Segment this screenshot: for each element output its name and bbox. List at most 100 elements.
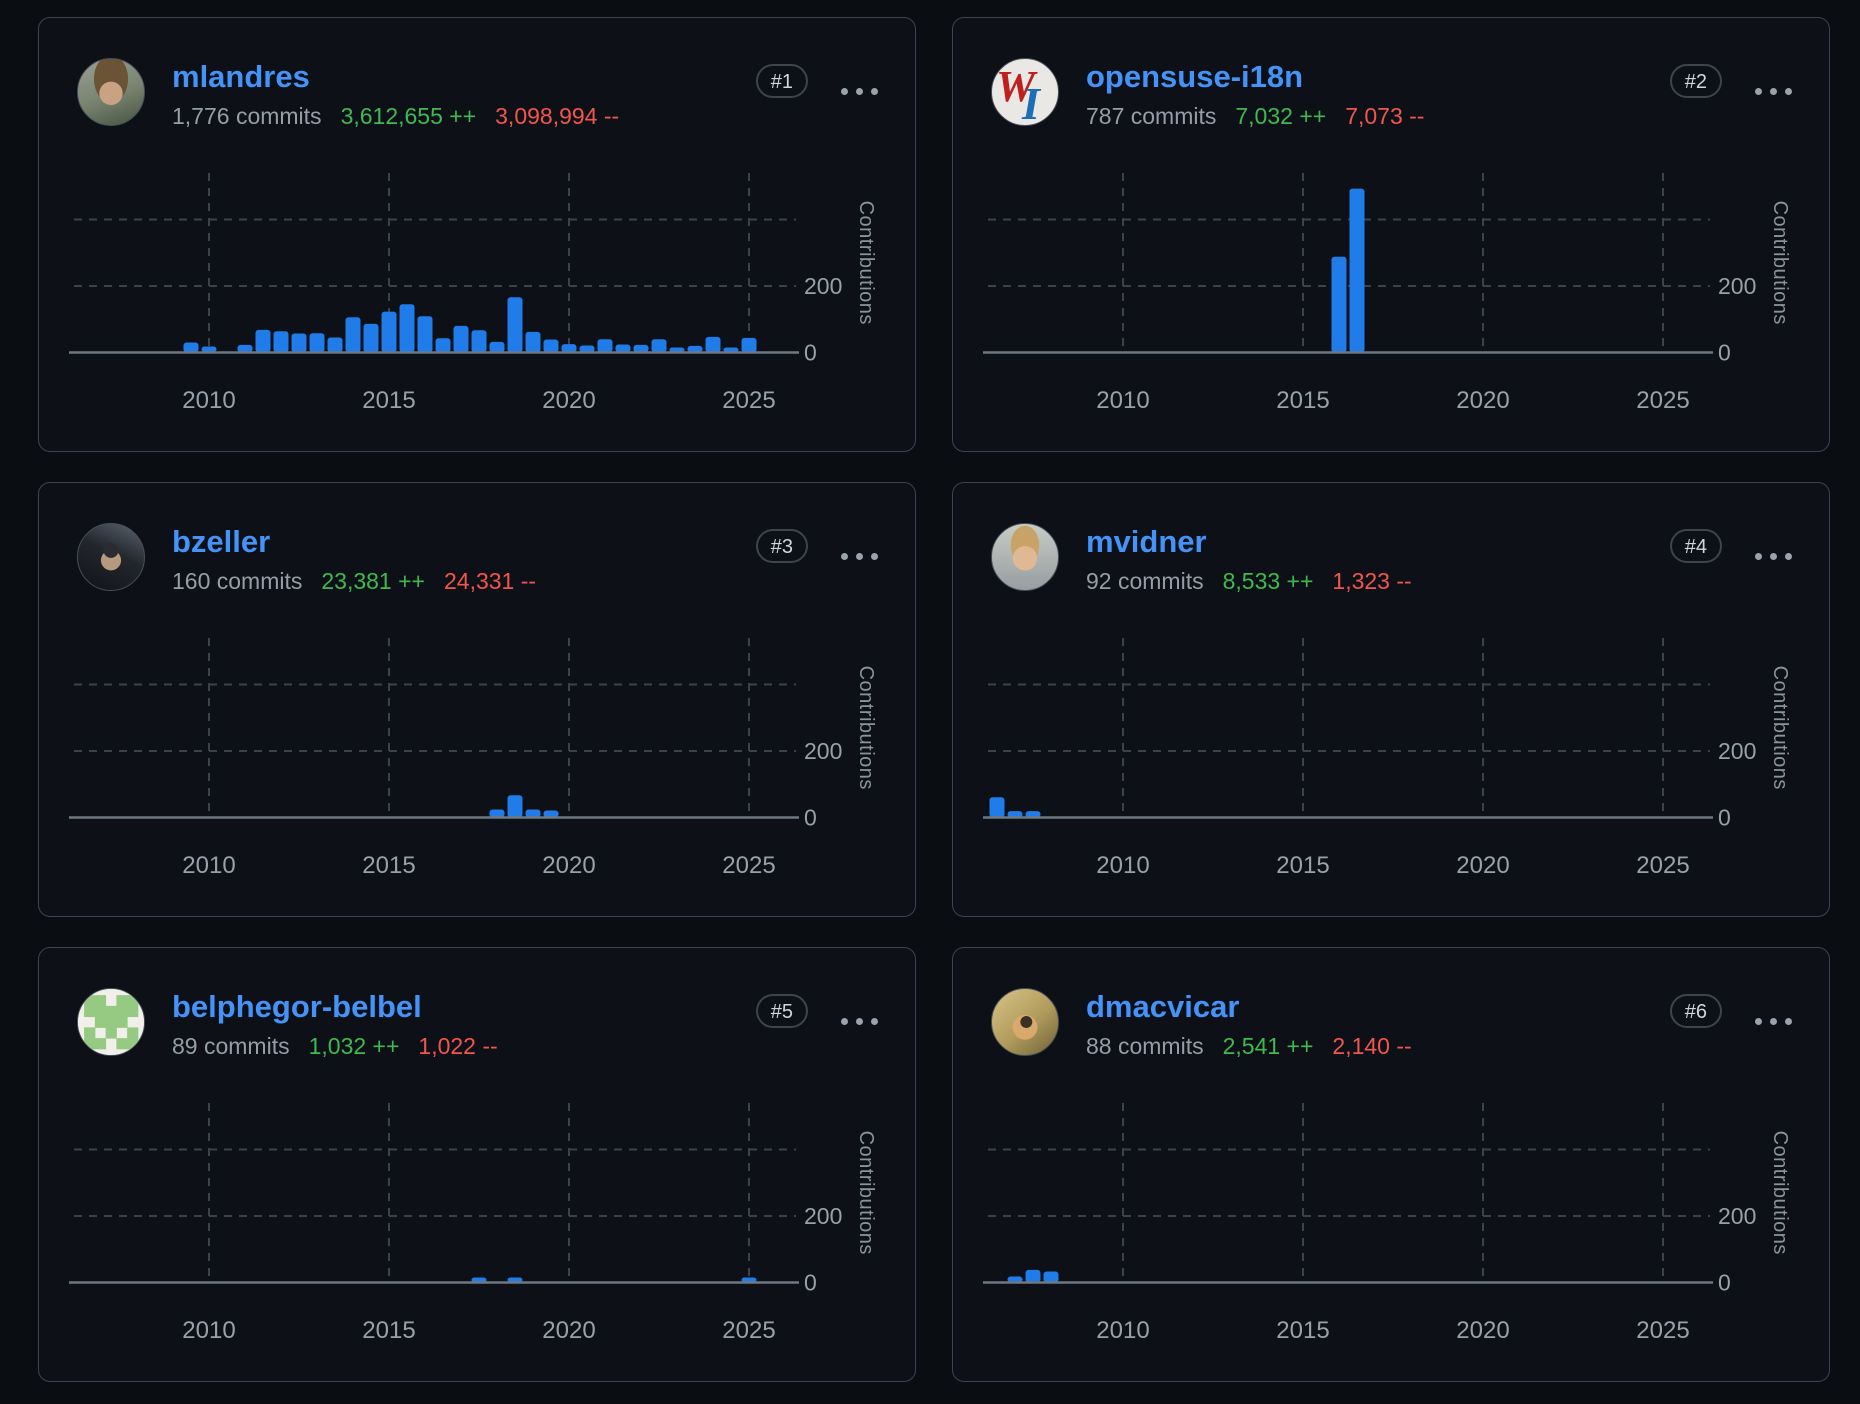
username-link[interactable]: opensuse-i18n: [1086, 59, 1304, 94]
card-menu-button[interactable]: [837, 549, 882, 564]
avatar[interactable]: [77, 523, 145, 591]
svg-text:2020: 2020: [542, 387, 595, 414]
contribution-stats: 92 commits 8,533 ++ 1,323 --: [1086, 568, 1412, 594]
deletions-count: 1,323 --: [1332, 568, 1412, 594]
svg-text:2020: 2020: [1456, 852, 1509, 879]
svg-text:2025: 2025: [722, 1317, 775, 1344]
svg-text:0: 0: [1718, 1270, 1731, 1296]
card-menu-button[interactable]: [837, 1014, 882, 1029]
svg-text:200: 200: [1718, 738, 1756, 764]
contributions-chart: 2010 2015 2020 2025 200 0 Contributions: [69, 173, 877, 414]
svg-text:2010: 2010: [1096, 852, 1149, 879]
deletions-count: 3,098,994 --: [495, 103, 620, 129]
svg-text:2015: 2015: [1276, 1317, 1329, 1344]
avatar[interactable]: [77, 988, 145, 1056]
card-menu-button[interactable]: [1751, 84, 1796, 99]
contributor-card-bzeller: 2010 2015 2020 2025 200 0 Contributions bzelle…: [38, 482, 916, 917]
svg-text:2010: 2010: [182, 852, 235, 879]
svg-text:2015: 2015: [1276, 852, 1329, 879]
kebab-menu-icon: [841, 88, 848, 95]
commit-count: 89 commits: [172, 1033, 290, 1059]
card-menu-button[interactable]: [1751, 1014, 1796, 1029]
avatar[interactable]: [991, 988, 1059, 1056]
svg-text:200: 200: [1718, 1203, 1756, 1229]
svg-text:2015: 2015: [362, 1317, 415, 1344]
svg-text:2025: 2025: [722, 387, 775, 414]
svg-text:2020: 2020: [542, 1317, 595, 1344]
contribution-stats: 89 commits 1,032 ++ 1,022 --: [172, 1033, 498, 1059]
kebab-menu-icon: [1755, 88, 1762, 95]
contributor-info: opensuse-i18n 787 commits 7,032 ++ 7,073…: [1086, 59, 1425, 130]
svg-text:2010: 2010: [182, 1317, 235, 1344]
svg-text:Contributions: Contributions: [855, 1131, 877, 1255]
avatar[interactable]: [77, 58, 145, 126]
svg-text:0: 0: [804, 1270, 817, 1296]
svg-text:2015: 2015: [1276, 387, 1329, 414]
username-link[interactable]: bzeller: [172, 524, 271, 559]
rank-badge: #5: [755, 994, 808, 1028]
contribution-stats: 1,776 commits 3,612,655 ++ 3,098,994 --: [172, 103, 619, 129]
svg-text:2025: 2025: [1636, 1317, 1689, 1344]
rank-badge: #6: [1669, 994, 1722, 1028]
username-link[interactable]: dmacvicar: [1086, 989, 1240, 1024]
svg-text:0: 0: [1718, 805, 1731, 831]
svg-text:Contributions: Contributions: [1769, 1131, 1791, 1255]
svg-text:Contributions: Contributions: [855, 201, 877, 325]
username-link[interactable]: belphegor-belbel: [172, 989, 422, 1024]
kebab-menu-icon: [1755, 553, 1762, 560]
contribution-stats: 160 commits 23,381 ++ 24,331 --: [172, 568, 536, 594]
contributor-card-mvidner: 2010 2015 2020 2025 200 0 Contributions mvidne…: [952, 482, 1830, 917]
svg-text:2025: 2025: [722, 852, 775, 879]
svg-text:200: 200: [804, 1203, 842, 1229]
contributor-info: mlandres 1,776 commits 3,612,655 ++ 3,09…: [172, 59, 619, 130]
svg-text:Contributions: Contributions: [855, 666, 877, 790]
deletions-count: 24,331 --: [443, 568, 537, 594]
commit-count: 787 commits: [1086, 103, 1217, 129]
deletions-count: 1,022 --: [418, 1033, 498, 1059]
avatar[interactable]: W I: [991, 58, 1059, 126]
commit-count: 88 commits: [1086, 1033, 1204, 1059]
rank-badge: #1: [755, 64, 808, 98]
contributor-card-dmacvicar: 2010 2015 2020 2025 200 0 Contributions dmacvi…: [952, 947, 1830, 1382]
contributor-card-belphegor-belbel: 2010 2015 2020 2025 200 0 Contributions belphe…: [38, 947, 916, 1382]
contributions-chart: 2010 2015 2020 2025 200 0 Contributions: [69, 1103, 877, 1344]
svg-text:200: 200: [1718, 273, 1756, 299]
additions-count: 3,612,655 ++: [340, 103, 477, 129]
svg-text:0: 0: [804, 805, 817, 831]
svg-text:Contributions: Contributions: [1769, 201, 1791, 325]
svg-text:2010: 2010: [1096, 1317, 1149, 1344]
rank-badge: #4: [1669, 529, 1722, 563]
additions-count: 7,032 ++: [1235, 103, 1327, 129]
svg-text:2025: 2025: [1636, 852, 1689, 879]
svg-text:200: 200: [804, 273, 842, 299]
svg-text:2020: 2020: [1456, 1317, 1509, 1344]
username-link[interactable]: mvidner: [1086, 524, 1207, 559]
svg-text:2025: 2025: [1636, 387, 1689, 414]
card-menu-button[interactable]: [1751, 549, 1796, 564]
rank-badge: #3: [755, 529, 808, 563]
additions-count: 23,381 ++: [321, 568, 425, 594]
username-link[interactable]: mlandres: [172, 59, 310, 94]
svg-text:2020: 2020: [542, 852, 595, 879]
svg-text:2020: 2020: [1456, 387, 1509, 414]
logo-letter-w: W: [996, 62, 1036, 111]
svg-text:2015: 2015: [362, 852, 415, 879]
contributor-info: mvidner 92 commits 8,533 ++ 1,323 --: [1086, 524, 1412, 595]
svg-text:2015: 2015: [362, 387, 415, 414]
card-menu-button[interactable]: [837, 84, 882, 99]
additions-count: 1,032 ++: [308, 1033, 400, 1059]
commit-count: 160 commits: [172, 568, 303, 594]
kebab-menu-icon: [841, 553, 848, 560]
kebab-menu-icon: [841, 1018, 848, 1025]
deletions-count: 7,073 --: [1345, 103, 1425, 129]
additions-count: 8,533 ++: [1222, 568, 1314, 594]
deletions-count: 2,140 --: [1332, 1033, 1412, 1059]
avatar[interactable]: [991, 523, 1059, 591]
contributor-info: bzeller 160 commits 23,381 ++ 24,331 --: [172, 524, 536, 595]
contributor-info: belphegor-belbel 89 commits 1,032 ++ 1,0…: [172, 989, 498, 1060]
contributions-chart: 2010 2015 2020 2025 200 0 Contributions: [983, 173, 1791, 414]
kebab-menu-icon: [1755, 1018, 1762, 1025]
commit-count: 92 commits: [1086, 568, 1204, 594]
svg-text:2010: 2010: [1096, 387, 1149, 414]
